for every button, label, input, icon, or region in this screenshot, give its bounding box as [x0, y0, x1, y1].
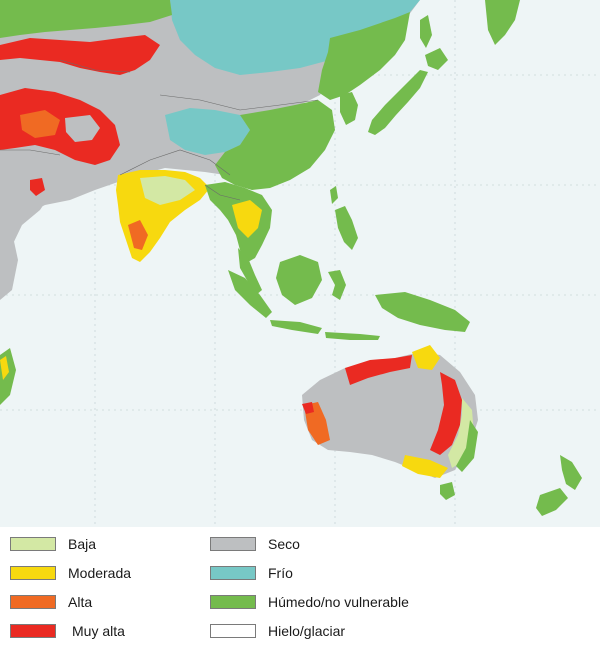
legend-item-dry: Seco	[210, 535, 300, 553]
legend-item-ice: Hielo/glaciar	[210, 622, 345, 640]
legend-swatch-humid	[210, 595, 256, 609]
legend-label-ice: Hielo/glaciar	[268, 623, 346, 639]
taiwan	[330, 186, 338, 204]
siberia-cold-region	[170, 0, 420, 75]
legend-swatch-cold	[210, 566, 256, 580]
india-high-patch	[128, 220, 148, 250]
australia-north-very-high	[345, 355, 412, 385]
central-asia-very-high	[0, 35, 160, 75]
legend-item-low: Baja	[10, 535, 96, 553]
new-zealand	[536, 455, 582, 516]
australia-east-very-high	[430, 372, 462, 455]
australia-west-very-high	[302, 402, 314, 414]
tasmania	[440, 482, 455, 500]
legend-swatch-high	[10, 595, 56, 609]
japan-islands	[368, 70, 428, 135]
legend: Baja Moderada Alta Muy alta Seco Frío Hú…	[0, 527, 600, 650]
sakhalin	[420, 15, 432, 48]
philippines	[335, 206, 358, 250]
northeast-humid-region	[318, 12, 410, 100]
se-asia-moderate-patch	[232, 200, 262, 238]
legend-swatch-ice	[210, 624, 256, 638]
australia-east-humid	[456, 420, 478, 472]
tibet-cold-region	[165, 108, 250, 155]
legend-item-high: Alta	[10, 593, 92, 611]
iran-very-high	[0, 88, 120, 165]
afghan-grey-hole	[65, 115, 100, 142]
china-humid-region	[215, 100, 335, 190]
madagascar-moderate	[0, 356, 9, 380]
iran-high-patch	[20, 110, 60, 138]
legend-label-very-high: Muy alta	[72, 623, 125, 639]
africa-edge	[0, 232, 18, 405]
legend-label-humid: Húmedo/no vulnerable	[268, 594, 409, 610]
maritime-se-asia	[228, 255, 470, 340]
sumatra	[228, 270, 272, 318]
java	[270, 320, 322, 334]
korea-peninsula	[340, 92, 358, 125]
map-canvas	[0, 0, 600, 527]
legend-swatch-very-high	[10, 624, 56, 638]
borneo	[276, 255, 322, 305]
sulawesi	[328, 270, 346, 300]
legend-item-humid: Húmedo/no vulnerable	[210, 593, 409, 611]
africa-coast	[0, 232, 18, 300]
eurasia-landmass	[0, 0, 520, 295]
legend-label-cold: Frío	[268, 565, 293, 581]
madagascar	[0, 348, 16, 405]
nz-north-island	[560, 455, 582, 490]
legend-item-very-high: Muy alta	[10, 622, 125, 640]
legend-swatch-moderate	[10, 566, 56, 580]
malay-peninsula	[238, 248, 262, 295]
legend-swatch-low	[10, 537, 56, 551]
india-low-region	[140, 176, 195, 205]
lesser-sunda	[325, 332, 380, 340]
australia	[302, 345, 478, 500]
legend-item-cold: Frío	[210, 564, 293, 582]
legend-label-high: Alta	[68, 594, 93, 610]
hokkaido	[425, 48, 448, 70]
country-borders	[0, 59, 319, 201]
legend-label-dry: Seco	[268, 536, 300, 552]
legend-label-low: Baja	[68, 536, 97, 552]
north-humid-region	[0, 0, 172, 38]
australia-north-moderate	[412, 345, 440, 370]
arabia-dry-region	[0, 150, 55, 258]
nz-south-island	[536, 488, 568, 516]
legend-item-moderate: Moderada	[10, 564, 131, 582]
legend-swatch-dry	[210, 537, 256, 551]
kamchatka-region	[485, 0, 520, 45]
gulf-red-patch	[30, 178, 45, 196]
new-guinea	[375, 292, 470, 332]
legend-label-moderate: Moderada	[68, 565, 132, 581]
vulnerability-map	[0, 0, 600, 527]
australia-southeast-moderate	[402, 455, 448, 478]
